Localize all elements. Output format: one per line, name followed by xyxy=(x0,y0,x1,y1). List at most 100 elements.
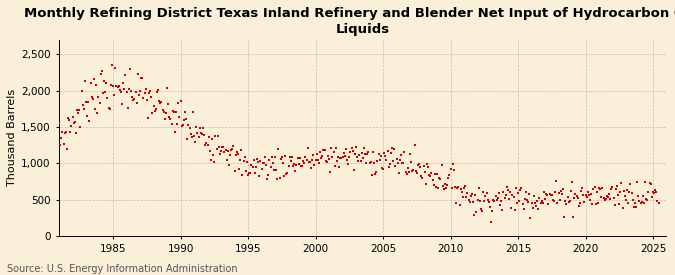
Point xyxy=(66,123,77,128)
Point xyxy=(643,189,654,194)
Point xyxy=(569,196,580,200)
Point xyxy=(417,176,428,181)
Point xyxy=(589,185,600,189)
Point xyxy=(397,161,408,166)
Point xyxy=(220,147,231,152)
Point xyxy=(468,213,479,217)
Point xyxy=(74,107,85,112)
Point xyxy=(524,192,535,196)
Point xyxy=(71,131,82,135)
Point xyxy=(105,107,115,111)
Point xyxy=(475,207,486,211)
Point xyxy=(126,89,136,94)
Point xyxy=(238,159,249,163)
Point xyxy=(620,194,630,198)
Point xyxy=(537,201,548,205)
Point xyxy=(637,194,648,199)
Point xyxy=(112,85,123,90)
Point xyxy=(637,199,647,204)
Point xyxy=(624,189,634,194)
Point xyxy=(533,207,543,211)
Point xyxy=(564,199,575,203)
Point xyxy=(311,152,322,156)
Point xyxy=(144,90,155,95)
Point xyxy=(234,167,244,171)
Point xyxy=(283,164,294,168)
Point xyxy=(333,164,344,169)
Point xyxy=(55,143,65,147)
Point xyxy=(57,130,68,134)
Point xyxy=(547,198,558,203)
Point xyxy=(190,140,200,144)
Point xyxy=(617,205,628,210)
Point xyxy=(534,196,545,200)
Point xyxy=(529,194,539,198)
Point xyxy=(83,100,94,104)
Point xyxy=(566,189,576,193)
Point xyxy=(512,200,522,205)
Point xyxy=(647,190,658,194)
Point xyxy=(236,148,246,152)
Point xyxy=(194,126,205,131)
Point xyxy=(294,156,305,161)
Point xyxy=(507,192,518,197)
Point xyxy=(370,172,381,177)
Point xyxy=(73,111,84,115)
Point xyxy=(630,201,641,205)
Point xyxy=(367,150,378,155)
Point xyxy=(464,200,475,204)
Point xyxy=(227,147,238,151)
Point xyxy=(382,149,393,153)
Point xyxy=(400,170,411,174)
Point xyxy=(239,155,250,159)
Point xyxy=(242,160,252,164)
Point xyxy=(56,136,67,140)
Point xyxy=(527,206,538,210)
Point xyxy=(122,106,133,111)
Point xyxy=(350,144,361,149)
Point xyxy=(375,154,386,158)
Point xyxy=(539,189,549,194)
Point xyxy=(313,161,324,165)
Point xyxy=(82,113,92,118)
Point xyxy=(259,161,269,166)
Point xyxy=(203,135,214,139)
Point xyxy=(167,109,178,114)
Point xyxy=(615,190,626,194)
Point xyxy=(323,157,334,161)
Point xyxy=(266,154,277,159)
Point xyxy=(453,185,464,189)
Point xyxy=(88,77,99,81)
Point xyxy=(329,163,340,168)
Point xyxy=(131,100,142,105)
Point xyxy=(531,204,541,208)
Point xyxy=(309,163,320,167)
Point xyxy=(482,198,493,203)
Point xyxy=(81,100,92,104)
Point xyxy=(414,165,425,169)
Point xyxy=(409,143,420,147)
Point xyxy=(460,184,470,188)
Point xyxy=(93,95,104,100)
Point xyxy=(558,187,568,191)
Point xyxy=(184,125,195,130)
Point xyxy=(246,163,256,167)
Point xyxy=(391,157,402,161)
Point xyxy=(492,196,503,200)
Point xyxy=(325,169,335,174)
Point xyxy=(622,188,632,192)
Point xyxy=(207,137,217,141)
Point xyxy=(499,196,510,200)
Point xyxy=(481,191,492,196)
Point xyxy=(330,145,341,150)
Point xyxy=(605,197,616,201)
Point xyxy=(505,190,516,195)
Point xyxy=(151,106,161,111)
Point xyxy=(75,125,86,130)
Point xyxy=(645,182,656,186)
Point xyxy=(237,173,248,177)
Point xyxy=(166,122,177,127)
Point xyxy=(161,110,171,115)
Point xyxy=(551,179,562,184)
Point xyxy=(198,133,209,138)
